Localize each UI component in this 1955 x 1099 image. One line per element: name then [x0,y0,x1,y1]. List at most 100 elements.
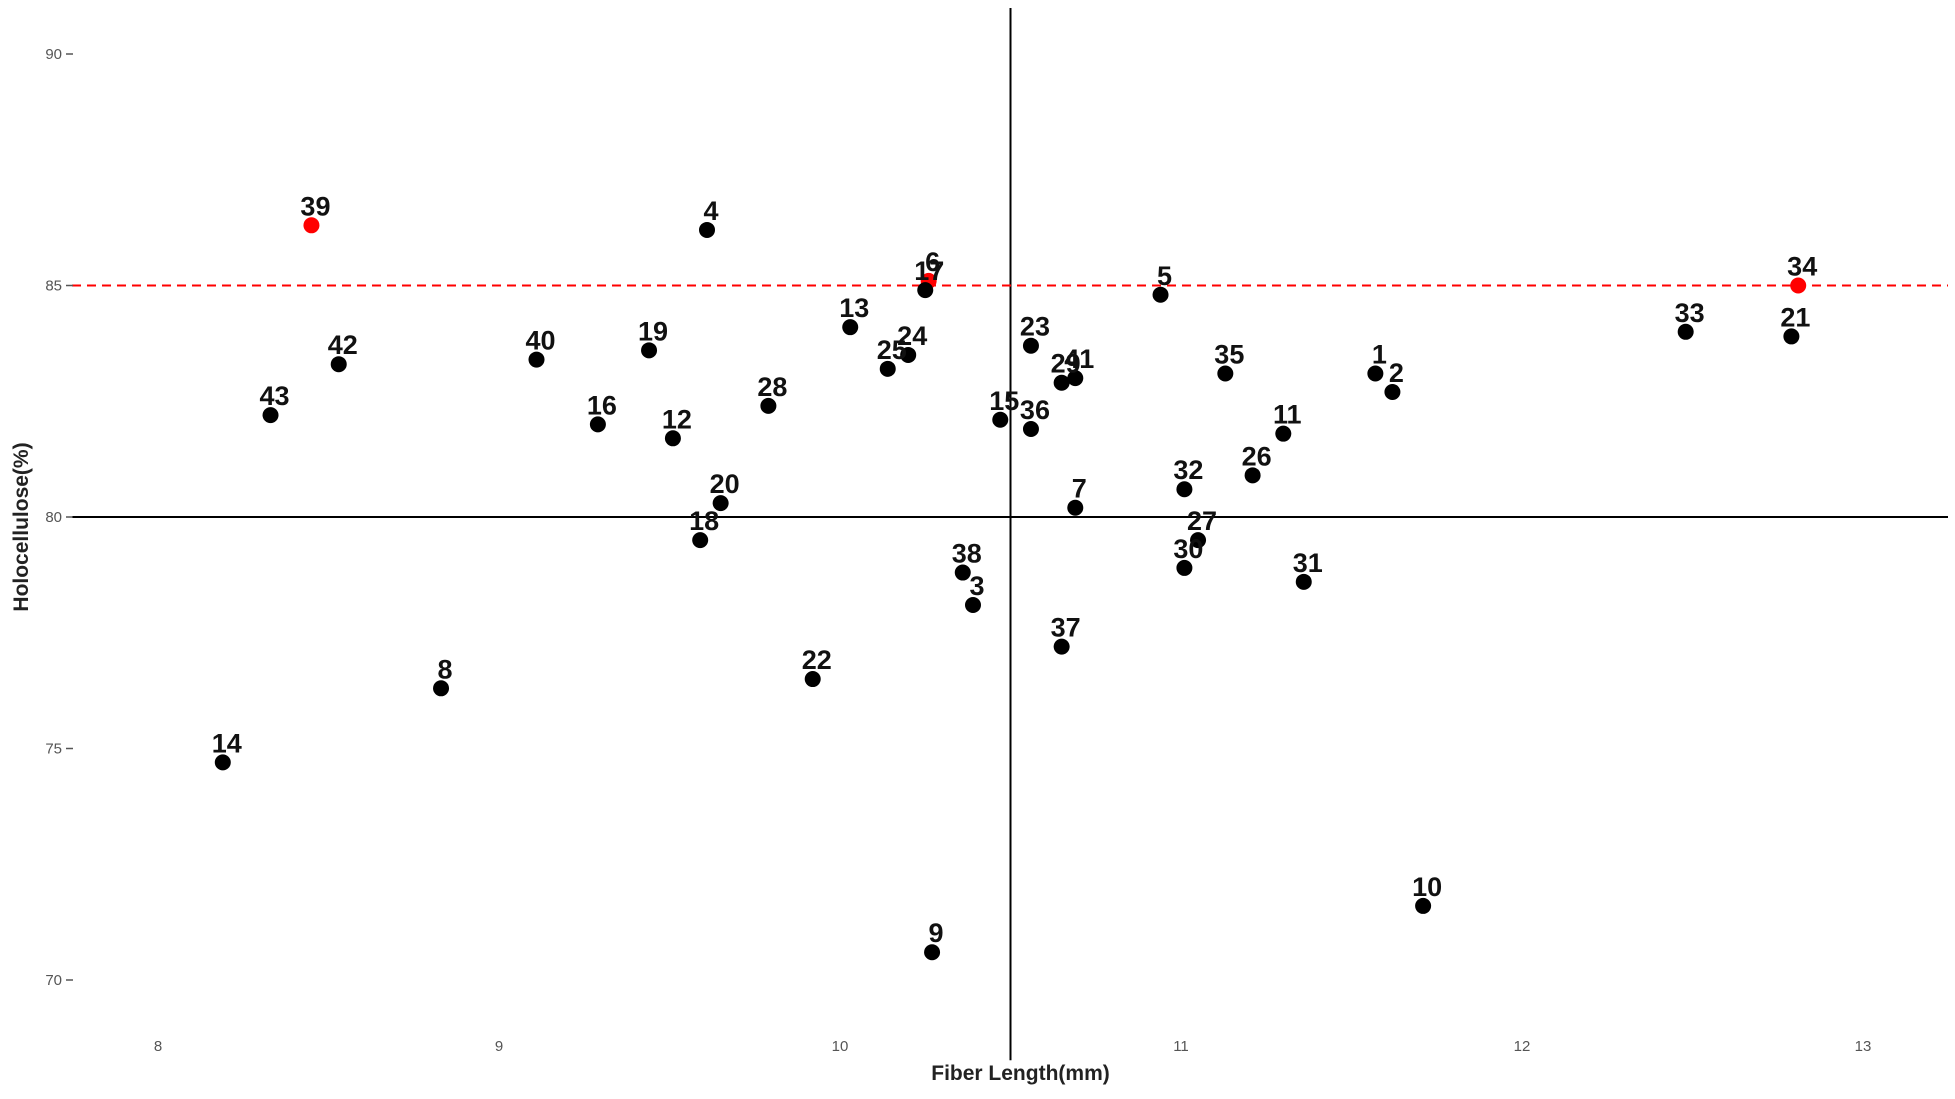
point-label: 5 [1157,261,1172,291]
point-label: 12 [662,404,692,434]
point-label: 32 [1173,455,1203,485]
data-point [1022,337,1039,354]
point-label: 23 [1020,312,1050,342]
point-label: 24 [897,321,927,351]
data-point [1053,374,1070,391]
point-labels: 1234567891011121314151617181920212223242… [212,191,1817,948]
y-axis: 70 75 80 85 90 [45,46,73,989]
data-point [804,671,821,688]
point-label: 28 [757,372,787,402]
point-label: 13 [839,293,869,323]
point-label: 8 [438,654,453,684]
point-label: 9 [929,918,944,948]
point-label: 33 [1675,298,1705,328]
data-point [842,319,859,336]
point-label: 19 [638,316,668,346]
data-point [664,430,681,447]
data-point [1190,532,1207,549]
data-point [1152,286,1169,303]
point-label: 4 [703,196,718,226]
data-point [1677,323,1694,340]
point-label: 43 [260,381,290,411]
point-label: 14 [212,728,242,758]
point-label: 18 [689,506,719,536]
data-point [1217,365,1234,382]
data-point [641,342,658,359]
point-label: 11 [1273,400,1302,430]
x-axis-title: Fiber Length(mm) [931,1062,1110,1085]
data-point [964,596,981,613]
data-point [1176,481,1193,498]
x-tick-label: 10 [832,1038,849,1055]
point-label: 30 [1173,534,1203,564]
data-point [528,351,545,368]
data-point [1053,638,1070,655]
data-point [589,416,606,433]
data-point [303,217,320,234]
y-axis-title: Holocellulose(%) [10,442,33,611]
y-tick-label: 90 [45,46,62,63]
data-point [712,495,729,512]
point-label: 37 [1051,613,1081,643]
data-point [879,360,896,377]
point-label: 17 [914,256,944,286]
point-label: 42 [328,330,358,360]
point-label: 34 [1787,252,1817,282]
y-tick-label: 85 [45,278,62,295]
point-label: 41 [1064,344,1094,374]
data-point [1022,421,1039,438]
x-tick-label: 8 [154,1038,162,1055]
point-label: 2 [1389,358,1404,388]
data-point [1176,559,1193,576]
point-label: 29 [1051,349,1081,379]
data-point [954,564,971,581]
point-label: 40 [525,326,555,356]
point-label: 21 [1780,302,1810,332]
y-tick-label: 70 [45,972,62,989]
data-point [924,944,941,961]
y-tick-label: 75 [45,741,62,758]
data-point [1275,425,1292,442]
point-label: 35 [1214,339,1244,369]
data-point [433,680,450,697]
data-point [1415,897,1432,914]
point-label: 39 [300,191,330,221]
data-point [699,221,716,238]
point-label: 25 [877,335,907,365]
data-points [214,217,1807,961]
data-point [917,282,934,299]
point-label: 15 [989,386,1019,416]
point-label: 20 [710,469,740,499]
data-point [1367,365,1384,382]
x-tick-label: 9 [495,1038,503,1055]
point-label: 7 [1072,474,1087,504]
point-label: 27 [1187,506,1217,536]
x-tick-label: 12 [1514,1038,1531,1055]
data-point [1295,573,1312,590]
data-point [760,397,777,414]
x-tick-label: 11 [1173,1038,1189,1055]
point-label: 3 [969,571,984,601]
point-label: 22 [802,645,832,675]
point-label: 1 [1372,339,1387,369]
data-point [1384,383,1401,400]
data-point [692,532,709,549]
point-label: 36 [1020,395,1050,425]
data-point [330,356,347,373]
data-point [1783,328,1800,345]
point-label: 16 [587,390,617,420]
point-label: 6 [925,247,940,277]
y-tick-label: 80 [45,509,62,526]
reference-lines [72,8,1948,1061]
x-axis: 8 9 10 11 12 13 [154,1038,1872,1055]
point-label: 10 [1412,872,1442,902]
data-point [214,754,231,771]
data-point [992,411,1009,428]
x-tick-label: 13 [1855,1038,1872,1055]
data-point [262,407,279,424]
data-point [1067,370,1084,387]
data-point [1067,499,1084,516]
point-label: 26 [1242,441,1272,471]
point-label: 38 [952,539,982,569]
